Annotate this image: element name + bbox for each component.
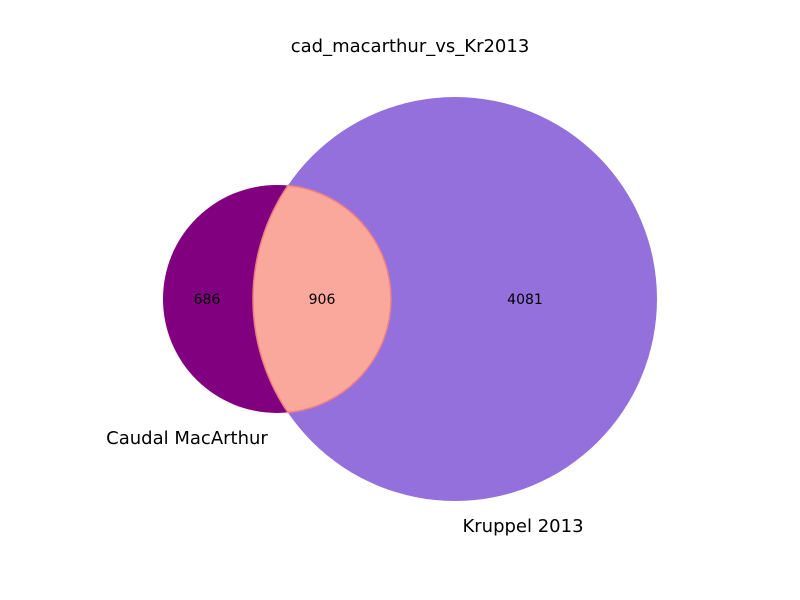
- count-intersection: 906: [309, 292, 336, 308]
- set-label-caudal-macarthur: Caudal MacArthur: [106, 428, 268, 449]
- venn-circle-kruppel-2013: [253, 97, 657, 501]
- set-label-kruppel-2013: Kruppel 2013: [462, 516, 583, 537]
- chart-title: cad_macarthur_vs_Kr2013: [291, 36, 530, 57]
- count-caudal-macarthur-only: 686: [194, 292, 221, 308]
- count-kruppel-2013-only: 4081: [507, 292, 543, 308]
- venn-intersection-outline: [252, 184, 392, 414]
